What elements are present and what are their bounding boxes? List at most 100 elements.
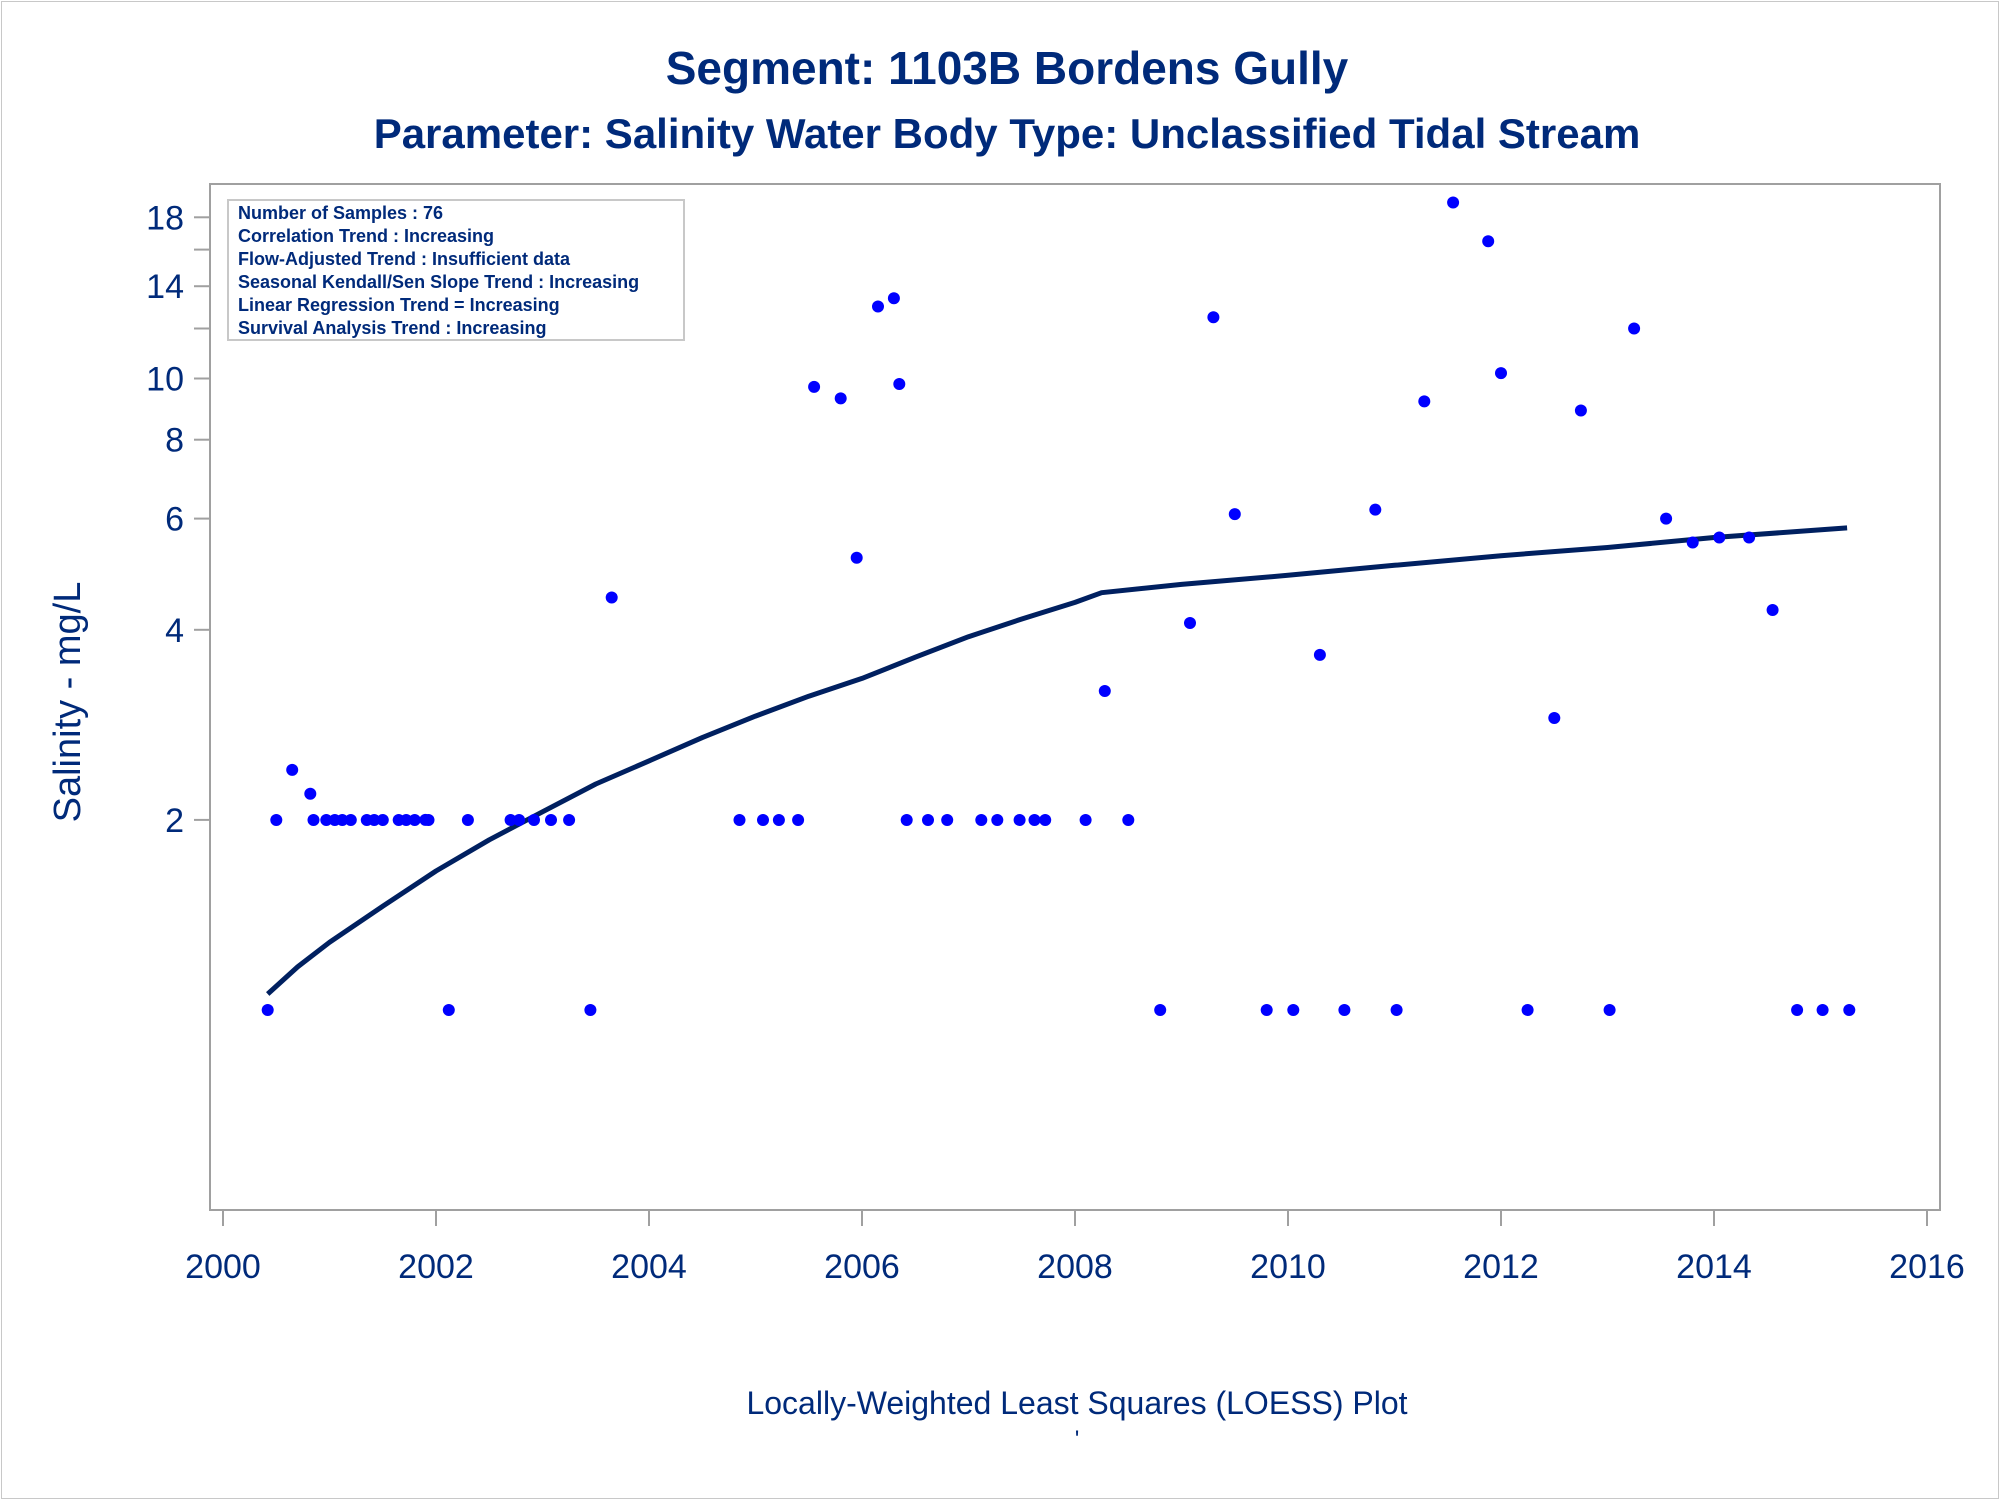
data-point <box>1843 1004 1856 1016</box>
data-point <box>1628 322 1641 335</box>
y-tick-label: 18 <box>146 199 184 237</box>
data-point <box>307 814 320 826</box>
stats-box-border <box>227 199 685 341</box>
x-axis-label: Locally-Weighted Least Squares (LOESS) P… <box>746 1385 1407 1421</box>
data-point <box>1447 196 1460 209</box>
data-point <box>1713 531 1726 544</box>
data-point <box>1079 814 1092 826</box>
x-tick-label: 2004 <box>611 1248 687 1286</box>
stats-line-flow-adjusted: Flow-Adjusted Trend : Insufficient data <box>238 249 571 269</box>
y-tick-label: 2 <box>165 802 184 840</box>
data-point <box>1013 814 1026 826</box>
stats-line-linear-regression: Linear Regression Trend = Increasing <box>238 295 560 315</box>
stats-line-correlation: Correlation Trend : Increasing <box>238 226 494 246</box>
data-point <box>808 380 821 393</box>
data-point <box>563 814 576 826</box>
y-tick-label: 10 <box>146 361 184 399</box>
chart-subtitle: Parameter: Salinity Water Body Type: Unc… <box>374 110 1641 157</box>
data-point <box>605 591 618 604</box>
stats-line-seasonal-kendall: Seasonal Kendall/Sen Slope Trend : Incre… <box>238 272 639 292</box>
data-point <box>1028 814 1041 826</box>
data-point <box>422 814 435 826</box>
data-point <box>1574 404 1587 417</box>
data-point <box>1338 1004 1351 1016</box>
data-point <box>757 814 769 826</box>
x-tick-label: 2000 <box>185 1248 261 1286</box>
data-point <box>834 392 847 405</box>
y-axis-label: Salinity - mg/L <box>47 582 89 823</box>
data-point <box>320 814 333 826</box>
data-point <box>504 814 517 826</box>
x-axis: 2000 2002 2004 2006 2008 2010 2012 2014 2016 <box>185 1210 1965 1286</box>
data-point <box>344 814 357 826</box>
data-point <box>408 814 421 826</box>
data-point <box>304 787 317 800</box>
data-point <box>975 814 988 826</box>
data-point <box>922 814 934 826</box>
data-point <box>513 814 526 826</box>
stats-line-samples: Number of Samples : 76 <box>238 203 443 223</box>
data-points <box>261 196 1856 1016</box>
data-point <box>872 300 884 313</box>
data-point <box>1184 617 1196 629</box>
data-point <box>1686 536 1699 549</box>
x-tick-label: 2016 <box>1889 1248 1965 1286</box>
data-point <box>1482 235 1495 248</box>
data-point <box>733 814 746 826</box>
data-point <box>400 814 413 826</box>
footnote-mark: ' <box>1075 1426 1080 1453</box>
stats-line-survival-analysis: Survival Analysis Trend : Increasing <box>238 318 546 338</box>
x-tick-label: 2008 <box>1037 1248 1113 1286</box>
y-axis: 2 4 6 8 10 14 18 <box>146 199 210 840</box>
data-point <box>1228 508 1241 521</box>
data-point <box>893 378 906 390</box>
y-tick-label: 14 <box>146 268 184 306</box>
data-point <box>1369 503 1382 516</box>
data-point <box>270 814 283 826</box>
x-tick-label: 2012 <box>1463 1248 1539 1286</box>
data-point <box>772 814 785 826</box>
data-point <box>376 814 389 826</box>
data-point <box>1603 1004 1616 1016</box>
data-point <box>442 1004 455 1016</box>
data-point <box>941 814 954 826</box>
data-point <box>1260 1004 1273 1016</box>
y-tick-label: 6 <box>165 501 184 539</box>
data-point <box>1039 814 1052 826</box>
data-point <box>1313 648 1326 661</box>
data-point <box>991 814 1004 826</box>
data-point <box>286 763 299 776</box>
loess-curve <box>266 525 1848 996</box>
data-point <box>1098 685 1111 697</box>
stats-box: Number of Samples : 76 Correlation Trend… <box>227 199 685 341</box>
data-point <box>461 814 474 826</box>
data-point <box>1154 1004 1167 1016</box>
data-point <box>1287 1004 1300 1016</box>
data-point <box>545 814 557 826</box>
data-point <box>850 551 863 564</box>
y-tick-label: 4 <box>165 612 184 650</box>
data-point <box>584 1004 597 1016</box>
data-point <box>1548 712 1561 724</box>
data-point <box>1390 1004 1403 1016</box>
data-point <box>1521 1004 1534 1016</box>
data-point <box>1743 531 1756 544</box>
data-point <box>528 814 540 826</box>
x-tick-label: 2002 <box>398 1248 474 1286</box>
data-point <box>1207 311 1220 324</box>
data-point <box>1816 1004 1829 1016</box>
data-point <box>261 1004 274 1016</box>
data-point <box>1791 1004 1804 1016</box>
data-point <box>368 814 381 826</box>
data-point <box>887 292 900 305</box>
data-point <box>336 814 349 826</box>
x-tick-label: 2006 <box>824 1248 900 1286</box>
y-tick-label: 8 <box>165 422 184 460</box>
data-point <box>1122 814 1135 826</box>
data-point <box>1495 367 1507 380</box>
x-tick-label: 2010 <box>1250 1248 1326 1286</box>
data-point <box>900 814 913 826</box>
x-tick-label: 2014 <box>1676 1248 1752 1286</box>
